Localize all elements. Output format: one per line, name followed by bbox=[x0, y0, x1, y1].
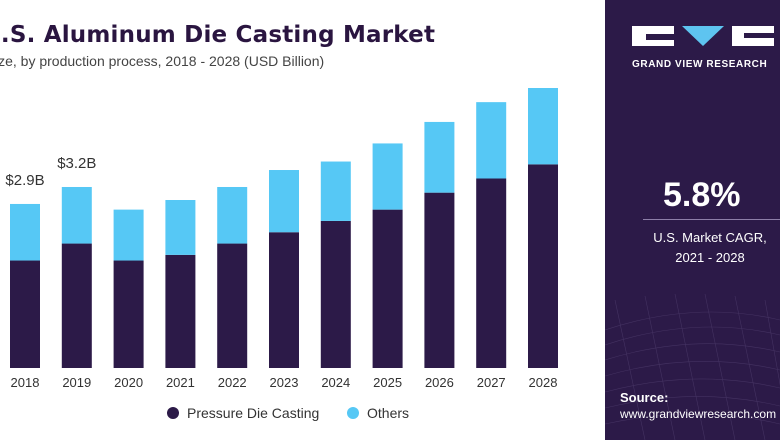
x-tick-label-2021: 2021 bbox=[166, 375, 195, 390]
x-tick-label-2028: 2028 bbox=[529, 375, 558, 390]
bar-pressure-die-casting-2022 bbox=[217, 243, 248, 368]
x-tick-label-2023: 2023 bbox=[270, 375, 299, 390]
x-tick-label-2027: 2027 bbox=[477, 375, 506, 390]
bar-others-2027 bbox=[476, 102, 507, 179]
bar-pressure-die-casting-2021 bbox=[165, 254, 196, 368]
chart-panel: 2018 2019 2020 2021 2022 2023 2024 2025 2026 2027… bbox=[0, 22, 558, 421]
data-label-2019: $3.2B bbox=[57, 155, 96, 172]
x-tick-label-2026: 2026 bbox=[425, 375, 454, 390]
cagr-value: 5.8% bbox=[663, 176, 741, 214]
bar-pressure-die-casting-2023 bbox=[269, 232, 299, 368]
x-tick-label-2018: 2018 bbox=[11, 375, 40, 390]
bar-pressure-die-casting-2024 bbox=[320, 220, 351, 368]
side-panel: GRAND VIEW RESEARCH 5.8% U.S. Market CAG… bbox=[605, 0, 780, 440]
legend-swatch-pressure bbox=[167, 407, 179, 419]
bar-others-2021 bbox=[165, 200, 196, 255]
bar-chart: 2018 2019 2020 2021 2022 2023 2024 2025 2026 2027… bbox=[5, 88, 558, 390]
x-tick-label-2025: 2025 bbox=[373, 375, 402, 390]
x-tick-label-2020: 2020 bbox=[114, 375, 143, 390]
x-tick-label-2024: 2024 bbox=[321, 375, 350, 390]
legend-label-pressure: Pressure Die Casting bbox=[187, 405, 320, 421]
legend-item-pressure-die-casting: Pressure Die Casting bbox=[167, 405, 319, 421]
bar-others-2022 bbox=[217, 186, 248, 244]
bar-others-2023 bbox=[269, 170, 299, 233]
bar-others-2020 bbox=[113, 209, 144, 261]
bar-pressure-die-casting-2026 bbox=[424, 192, 455, 368]
legend-item-others: Others bbox=[347, 405, 409, 421]
grand-view-research-logo-icon bbox=[632, 26, 774, 46]
background-wireframe bbox=[605, 293, 780, 440]
bar-pressure-die-casting-2019 bbox=[61, 243, 92, 368]
cagr-label-line2: 2021 - 2028 bbox=[675, 250, 745, 265]
source-link[interactable]: www.grandviewresearch.com bbox=[620, 407, 777, 421]
x-tick-label-2019: 2019 bbox=[62, 375, 91, 390]
x-tick-label-2022: 2022 bbox=[218, 375, 247, 390]
bar-pressure-die-casting-2020 bbox=[113, 260, 144, 368]
bar-pressure-die-casting-2025 bbox=[372, 209, 403, 368]
cagr-label: U.S. Market CAGR, 2021 - 2028 bbox=[640, 228, 780, 268]
bar-others-2019 bbox=[61, 186, 92, 244]
bar-others-2024 bbox=[320, 161, 351, 221]
bar-pressure-die-casting-2028 bbox=[528, 164, 558, 368]
brand-name: GRAND VIEW RESEARCH bbox=[632, 59, 768, 70]
data-label-2018: $2.9B bbox=[5, 172, 44, 189]
bar-others-2018 bbox=[10, 203, 40, 261]
bar-others-2026 bbox=[424, 121, 455, 193]
bar-others-2028 bbox=[528, 88, 558, 165]
source-label: Source: bbox=[620, 390, 669, 405]
cagr-label-line1: U.S. Market CAGR, bbox=[653, 230, 767, 245]
divider bbox=[643, 219, 780, 220]
bar-pressure-die-casting-2027 bbox=[476, 178, 507, 368]
chart-title: U.S. Aluminum Die Casting Market bbox=[0, 22, 436, 48]
chart-subtitle: size, by production process, 2018 - 2028… bbox=[0, 53, 325, 69]
bar-others-2025 bbox=[372, 143, 403, 210]
bar-pressure-die-casting-2018 bbox=[10, 260, 40, 368]
legend-label-others: Others bbox=[367, 405, 410, 421]
legend-swatch-others bbox=[347, 407, 359, 419]
